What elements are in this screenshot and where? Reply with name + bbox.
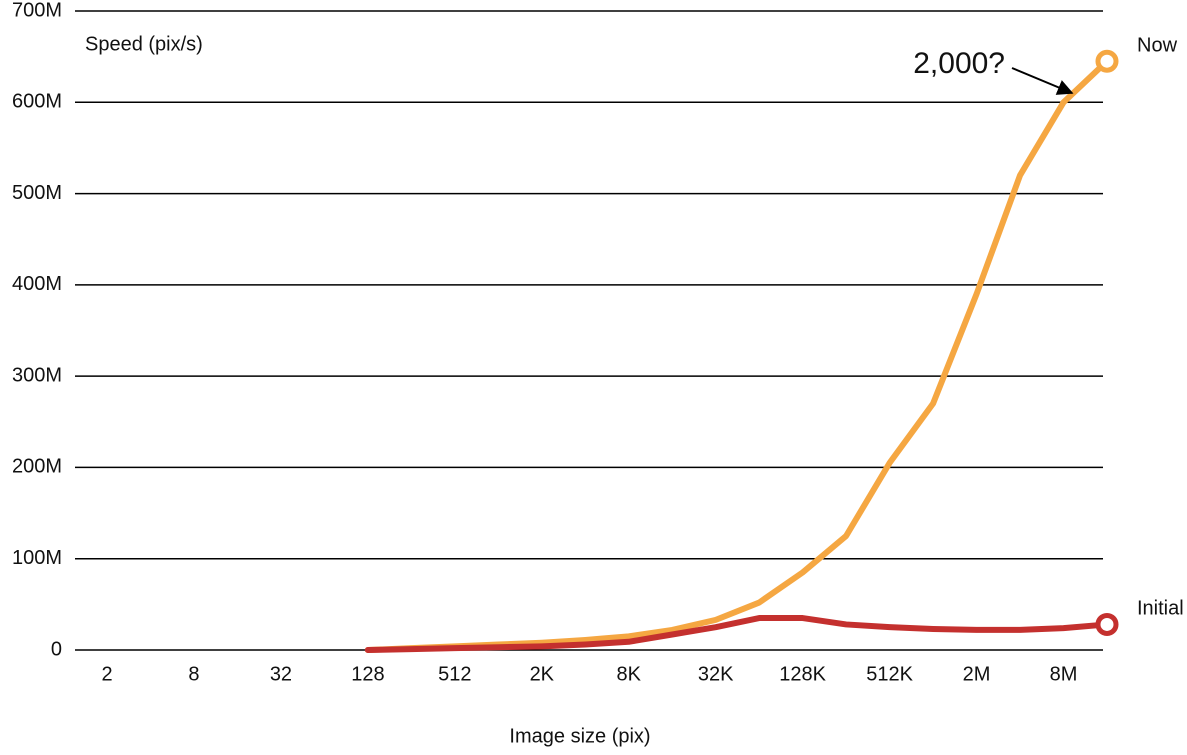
y-tick-label: 300M [12, 364, 62, 386]
y-tick-label: 0 [51, 638, 62, 660]
x-tick-label: 512K [866, 663, 913, 685]
annotation-arrow [1011, 67, 1074, 95]
x-tick-label: 2K [530, 663, 555, 685]
y-tick-label: 400M [12, 273, 62, 295]
y-tick-label: 500M [12, 182, 62, 204]
x-tick-label: 32 [270, 663, 292, 685]
y-tick-label: 100M [12, 547, 62, 569]
x-tick-label: 32K [698, 663, 734, 685]
x-tick-label: 8K [617, 663, 642, 685]
y-tick-label: 700M [12, 0, 62, 21]
y-tick-label: 200M [12, 456, 62, 478]
x-tick-label: 2 [101, 663, 112, 685]
y-axis-label: Speed (pix/s) [85, 33, 203, 55]
series-line [364, 58, 1110, 653]
x-tick-label: 8M [1050, 663, 1078, 685]
y-tick-label: 600M [12, 91, 62, 113]
legend-label: Now [1137, 34, 1178, 56]
end-marker [1095, 612, 1119, 636]
x-tick-label: 2M [963, 663, 991, 685]
series-line [364, 615, 1110, 653]
legend-label: Initial [1137, 598, 1184, 620]
end-marker [1095, 49, 1119, 73]
x-tick-label: 512 [438, 663, 471, 685]
annotation: 2,000? [913, 47, 1005, 80]
x-tick-label: 128 [351, 663, 384, 685]
x-tick-label: 128K [779, 663, 826, 685]
x-tick-label: 8 [188, 663, 199, 685]
x-axis-label: Image size (pix) [509, 725, 650, 747]
